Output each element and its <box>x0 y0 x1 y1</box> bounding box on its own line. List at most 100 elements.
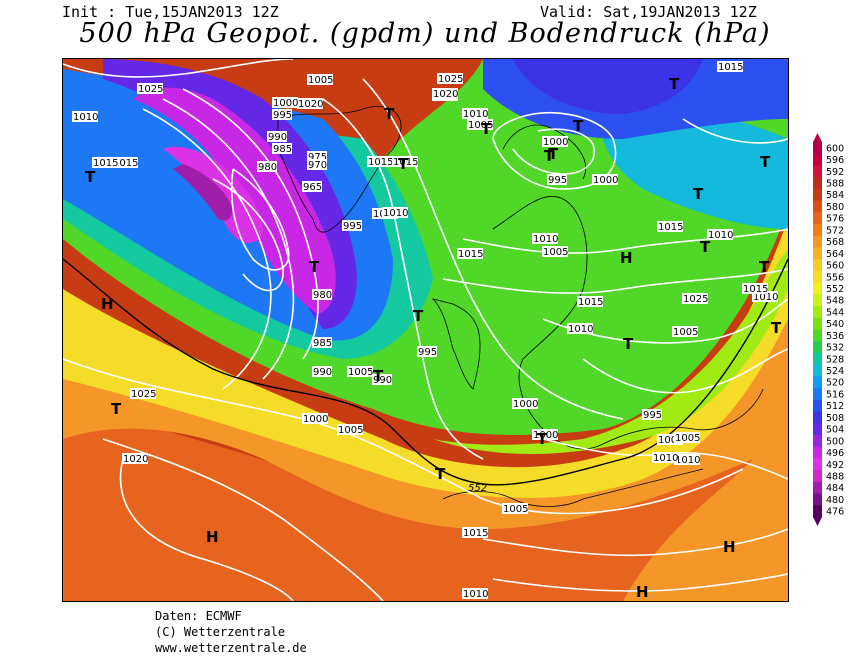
isobar-label: 995 <box>343 221 362 232</box>
weather-map: 1025 1005 1025 1020 1010 1010 1005 1015 1000 995 9… <box>62 58 789 602</box>
band-purple-east <box>513 59 703 114</box>
isobar-label-bg <box>337 424 363 435</box>
isobar-label: 1005 <box>338 425 363 436</box>
isobar-label-bg <box>462 527 488 538</box>
isobar-label-bg <box>532 233 558 244</box>
isobar-label: 1025 <box>683 294 708 305</box>
color-scale-svg: 6005965925885845805765725685645605565525… <box>813 133 844 526</box>
scale-top-arrow <box>813 133 822 142</box>
isobar-label-bg <box>577 296 603 307</box>
isobar-label: 1015 <box>743 284 768 295</box>
scale-label: 532 <box>826 343 844 354</box>
isobar-label-bg <box>657 221 683 232</box>
low-pressure-marker: T <box>398 155 409 173</box>
high-pressure-marker: H <box>206 528 219 546</box>
isobar-label: 1025 <box>138 84 163 95</box>
scale-label: 592 <box>826 167 844 178</box>
isobar-label: 1015 <box>578 297 603 308</box>
band-magenta <box>133 87 336 314</box>
low-pressure-marker: T <box>693 185 704 203</box>
scale-swatch <box>813 376 822 389</box>
isobar-label-bg <box>72 111 98 122</box>
isobar-label: 1015 <box>458 249 483 260</box>
isobar-label-bg <box>672 326 698 337</box>
scale-label: 496 <box>826 448 844 459</box>
low-pressure-marker: T <box>548 145 559 163</box>
low-pressure-marker: T <box>537 430 548 448</box>
scale-swatch <box>813 341 822 354</box>
isobar-label-bg <box>567 323 593 334</box>
scale-label: 536 <box>826 331 844 342</box>
scale-label: 548 <box>826 296 844 307</box>
isobar-label-bg <box>122 453 148 464</box>
isobar-label: 1010 <box>463 109 488 120</box>
scale-label: 544 <box>826 307 844 318</box>
scale-swatch <box>813 399 822 413</box>
isobar-label: 1015 <box>393 157 418 168</box>
band-orange <box>63 309 788 601</box>
isobar-label: 1015 <box>368 157 393 168</box>
band-yellow <box>63 219 788 498</box>
high-pressure-marker: H <box>636 583 649 601</box>
isobar-label: 1020 <box>123 454 148 465</box>
band-lightgreen <box>433 249 788 454</box>
low-pressure-marker: T <box>435 465 446 483</box>
scale-label: 588 <box>826 179 844 190</box>
scale-swatch <box>813 388 822 401</box>
isobar-label: 1020 <box>298 99 323 110</box>
high-pressure-marker: H <box>620 249 633 267</box>
isobar-label-bg <box>367 156 393 167</box>
isobar-label: 1000 <box>273 98 298 109</box>
isobar-label: 1010 <box>533 234 558 245</box>
scale-swatch <box>813 235 822 248</box>
isobar-label: 1010 <box>653 453 678 464</box>
scale-label: 484 <box>826 483 844 494</box>
scale-swatch <box>813 247 822 260</box>
isobar-label-bg <box>267 131 287 142</box>
isobar-label-bg <box>112 157 138 168</box>
isobar-label: 1010 <box>753 292 778 303</box>
scale-swatch <box>813 470 822 483</box>
scale-swatch <box>813 364 822 377</box>
isobar-label: 1000 <box>658 435 683 446</box>
valid-time: Valid: Sat,19JAN2013 12Z <box>540 3 757 21</box>
isobar-label: 1010 <box>568 324 593 335</box>
isobar-label: 1015 <box>658 222 683 233</box>
scale-swatch <box>813 493 822 506</box>
isobar-label: 1005 <box>348 367 373 378</box>
isobar-label: 975 <box>308 152 327 163</box>
isobar-labels: 1025 1005 1025 1020 1010 1010 1005 1015 1000 995 9… <box>72 61 778 600</box>
scale-label: 508 <box>826 413 844 424</box>
isobar-label-bg <box>272 109 292 120</box>
scale-label: 492 <box>826 460 844 471</box>
low-pressure-marker: T <box>573 117 584 135</box>
isobar-label-bg <box>502 503 528 514</box>
isobar-label-bg <box>347 366 373 377</box>
scale-swatch <box>813 505 822 518</box>
scale-label: 528 <box>826 354 844 365</box>
isobar-label-bg <box>742 283 768 294</box>
high-pressure-marker: H <box>723 538 736 556</box>
scale-label: 596 <box>826 155 844 166</box>
scale-label: 516 <box>826 389 844 400</box>
contour-552 <box>63 258 788 486</box>
isobar-label-bg <box>657 434 683 445</box>
scale-label: 520 <box>826 378 844 389</box>
scale-label: 524 <box>826 366 844 377</box>
isobar-label: 985 <box>273 144 292 155</box>
isobar-label-bg <box>674 432 700 443</box>
isobar-label: 1000 <box>513 399 538 410</box>
isobar-label-bg <box>392 156 418 167</box>
low-pressure-marker: T <box>481 120 492 138</box>
isobar-label: 1025 <box>131 389 156 400</box>
isobar-label: 1005 <box>308 75 333 86</box>
scale-swatch <box>813 188 822 202</box>
isobar-label-bg <box>307 151 327 162</box>
scale-label: 504 <box>826 425 844 436</box>
scale-swatch <box>813 352 822 366</box>
isobar-label: 1000 <box>593 175 618 186</box>
scale-swatch <box>813 259 822 272</box>
isobar-label: 1000 <box>543 137 568 148</box>
isobar-label: 995 <box>643 410 662 421</box>
scale-bottom-arrow <box>813 517 822 526</box>
